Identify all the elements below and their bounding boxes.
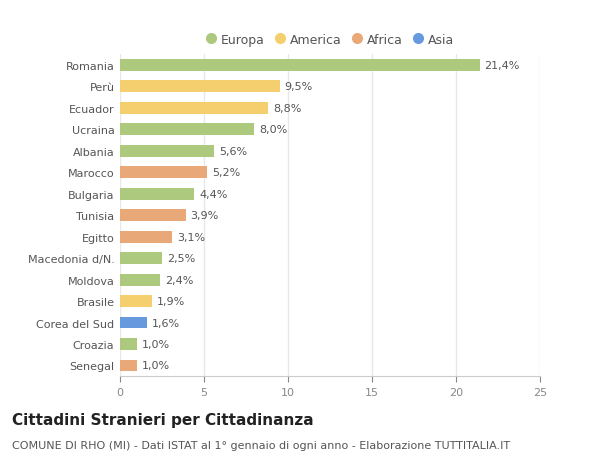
Bar: [120, 338, 137, 350]
Text: COMUNE DI RHO (MI) - Dati ISTAT al 1° gennaio di ogni anno - Elaborazione TUTTIT: COMUNE DI RHO (MI) - Dati ISTAT al 1° ge…: [12, 440, 510, 450]
Bar: [120, 317, 147, 329]
Text: 2,4%: 2,4%: [166, 275, 194, 285]
Text: 3,1%: 3,1%: [177, 232, 205, 242]
Text: 4,4%: 4,4%: [199, 189, 227, 199]
Bar: [120, 360, 137, 371]
Bar: [120, 231, 172, 243]
Bar: [120, 81, 280, 93]
Text: 5,6%: 5,6%: [219, 146, 247, 157]
Bar: [120, 146, 214, 157]
Text: 8,8%: 8,8%: [273, 104, 301, 114]
Text: 21,4%: 21,4%: [485, 61, 520, 71]
Text: 8,0%: 8,0%: [259, 125, 287, 135]
Text: 1,0%: 1,0%: [142, 339, 170, 349]
Bar: [120, 252, 162, 264]
Text: 1,6%: 1,6%: [152, 318, 180, 328]
Bar: [120, 124, 254, 136]
Bar: [120, 274, 160, 286]
Text: 2,5%: 2,5%: [167, 253, 195, 263]
Text: 3,9%: 3,9%: [191, 211, 219, 221]
Bar: [120, 210, 185, 222]
Bar: [120, 103, 268, 114]
Text: 1,0%: 1,0%: [142, 361, 170, 371]
Bar: [120, 296, 152, 308]
Text: 9,5%: 9,5%: [284, 82, 313, 92]
Bar: [120, 188, 194, 200]
Legend: Europa, America, Africa, Asia: Europa, America, Africa, Asia: [201, 29, 459, 52]
Bar: [120, 60, 479, 72]
Text: 5,2%: 5,2%: [212, 168, 241, 178]
Text: 1,9%: 1,9%: [157, 297, 185, 307]
Bar: [120, 167, 208, 179]
Text: Cittadini Stranieri per Cittadinanza: Cittadini Stranieri per Cittadinanza: [12, 412, 314, 427]
